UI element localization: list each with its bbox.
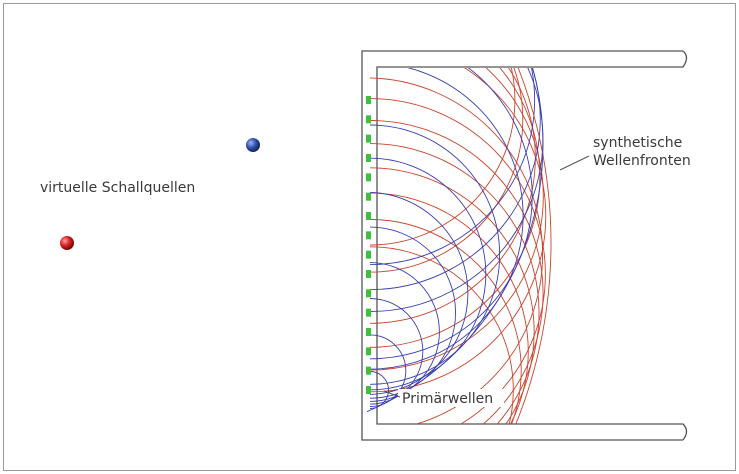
loudspeaker-5 — [366, 173, 371, 182]
wavefront-curves — [367, 68, 552, 424]
blue-wavelet-11 — [369, 191, 469, 395]
room-outline — [361, 50, 688, 441]
blue-wavelet-6 — [369, 68, 533, 360]
red-wavelet-15 — [369, 219, 522, 424]
red-wavelet-2 — [369, 68, 524, 273]
primary-waves-label-bg — [398, 389, 504, 407]
red-wavelet-1 — [369, 68, 516, 246]
red-virtual-source — [60, 236, 74, 250]
loudspeaker-9 — [366, 250, 371, 259]
blue-wavelet-12 — [369, 226, 456, 399]
synthetic-wavefronts-label-line2: Wellenfronten — [593, 153, 691, 169]
loudspeaker-2 — [366, 115, 371, 124]
red-wavelet-12 — [369, 143, 540, 424]
primary-waves-leader — [383, 390, 401, 398]
loudspeaker-15 — [366, 366, 371, 375]
loudspeaker-16 — [366, 386, 371, 394]
red-wavelet-9 — [369, 77, 544, 424]
loudspeaker-array — [366, 96, 371, 394]
red-wavelet-14 — [369, 192, 529, 424]
synthetic-wavefronts-leader — [559, 155, 590, 171]
red-source-wavefronts — [369, 68, 547, 424]
red-wavelet-4 — [369, 68, 536, 324]
loudspeaker-3 — [366, 134, 371, 143]
loudspeaker-13 — [366, 328, 371, 336]
primary-waves-label: Primärwellen — [402, 391, 493, 407]
loudspeaker-10 — [366, 270, 371, 278]
red-wavelet-6 — [369, 68, 544, 371]
red-synthetic-wavefront — [515, 68, 552, 424]
blue-source-wavefronts — [369, 68, 544, 409]
loudspeaker-7 — [366, 212, 371, 220]
synthetic-wavefront-envelope — [367, 68, 552, 424]
blue-wavelet-9 — [369, 124, 501, 385]
blue-wavelet-10 — [369, 157, 487, 391]
synthetic-wavefronts-label-line1: synthetische — [593, 135, 682, 151]
loudspeaker-1 — [366, 96, 371, 104]
blue-virtual-source — [246, 138, 260, 152]
blue-synthetic-wavefront — [367, 68, 544, 413]
red-wavelet-16 — [369, 246, 514, 424]
blue-wavelet-14 — [369, 298, 424, 405]
loudspeaker-11 — [366, 289, 371, 298]
blue-wavelet-1 — [369, 68, 536, 266]
loudspeaker-14 — [366, 347, 371, 356]
red-wavelet-7 — [369, 68, 547, 393]
virtual-sources-label: virtuelle Schallquellen — [40, 180, 195, 196]
red-wavelet-11 — [369, 120, 544, 424]
red-wavelet-10 — [369, 98, 546, 424]
red-wavelet-13 — [369, 167, 535, 424]
loudspeaker-8 — [366, 231, 371, 240]
loudspeaker-12 — [366, 308, 371, 317]
loudspeaker-4 — [366, 154, 371, 162]
loudspeaker-6 — [366, 192, 371, 201]
blue-wavelet-7 — [369, 68, 524, 370]
